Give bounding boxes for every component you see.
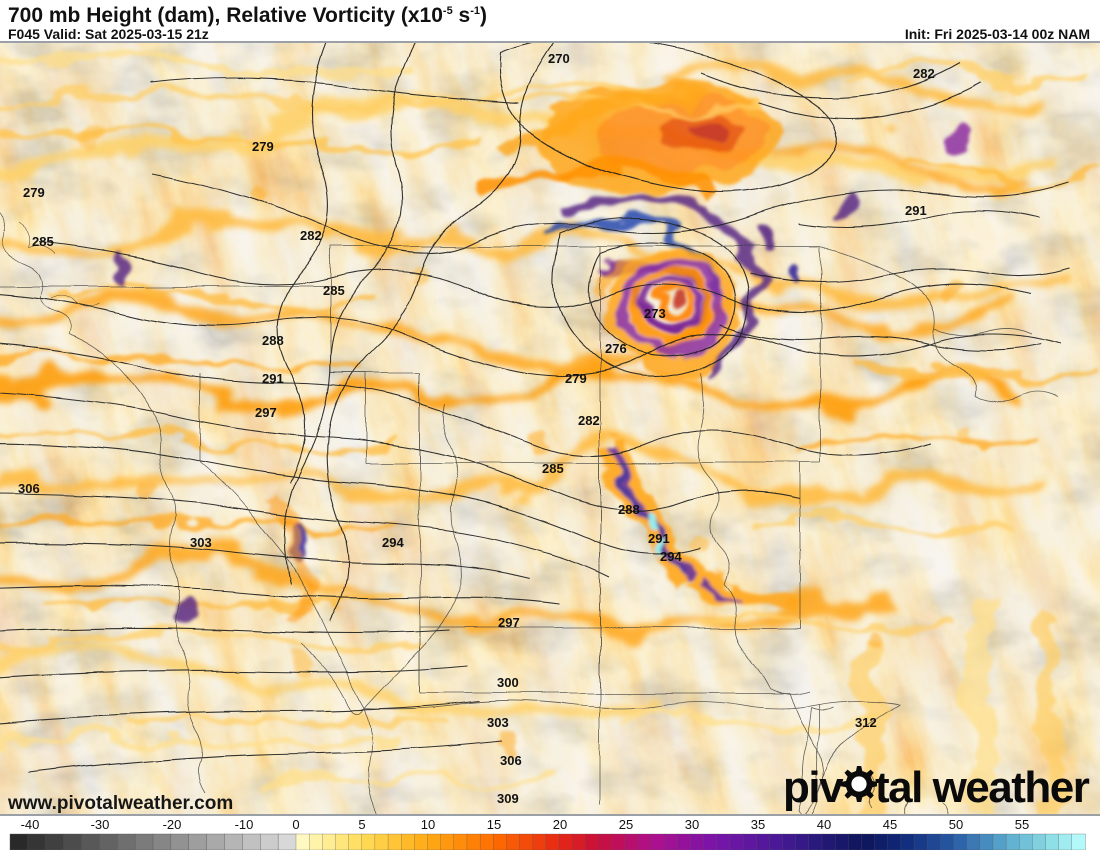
svg-text:-20: -20 (163, 817, 182, 832)
svg-text:282: 282 (913, 66, 935, 81)
svg-text:55: 55 (1015, 817, 1029, 832)
svg-text:5: 5 (358, 817, 365, 832)
svg-text:-10: -10 (235, 817, 254, 832)
svg-text:285: 285 (323, 283, 345, 298)
svg-text:-30: -30 (91, 817, 110, 832)
svg-text:285: 285 (32, 234, 54, 249)
svg-text:294: 294 (382, 535, 404, 550)
svg-text:10: 10 (421, 817, 435, 832)
svg-text:15: 15 (487, 817, 501, 832)
svg-text:276: 276 (605, 341, 627, 356)
svg-text:297: 297 (255, 405, 277, 420)
svg-text:288: 288 (262, 333, 284, 348)
svg-text:40: 40 (817, 817, 831, 832)
svg-text:291: 291 (648, 531, 670, 546)
svg-text:25: 25 (619, 817, 633, 832)
svg-text:297: 297 (498, 615, 520, 630)
svg-text:303: 303 (487, 715, 509, 730)
svg-text:piv: piv (783, 763, 844, 812)
svg-text:tal weather: tal weather (875, 763, 1090, 812)
svg-text:35: 35 (751, 817, 765, 832)
svg-text:309: 309 (497, 791, 519, 806)
svg-text:306: 306 (18, 481, 40, 496)
svg-text:279: 279 (565, 371, 587, 386)
svg-text:294: 294 (660, 549, 682, 564)
svg-text:45: 45 (883, 817, 897, 832)
svg-text:288: 288 (618, 502, 640, 517)
svg-text:279: 279 (23, 185, 45, 200)
svg-text:50: 50 (949, 817, 963, 832)
svg-text:306: 306 (500, 753, 522, 768)
svg-text:0: 0 (292, 817, 299, 832)
svg-text:270: 270 (548, 51, 570, 66)
svg-text:300: 300 (497, 675, 519, 690)
svg-text:282: 282 (578, 413, 600, 428)
svg-text:30: 30 (685, 817, 699, 832)
svg-text:291: 291 (905, 203, 927, 218)
svg-text:312: 312 (855, 715, 877, 730)
svg-text:285: 285 (542, 461, 564, 476)
svg-text:279: 279 (252, 139, 274, 154)
svg-text:273: 273 (644, 306, 666, 321)
svg-text:303: 303 (190, 535, 212, 550)
svg-text:20: 20 (553, 817, 567, 832)
svg-text:291: 291 (262, 371, 284, 386)
svg-text:www.pivotalweather.com: www.pivotalweather.com (7, 793, 233, 814)
svg-text:-40: -40 (21, 817, 40, 832)
svg-text:282: 282 (300, 228, 322, 243)
